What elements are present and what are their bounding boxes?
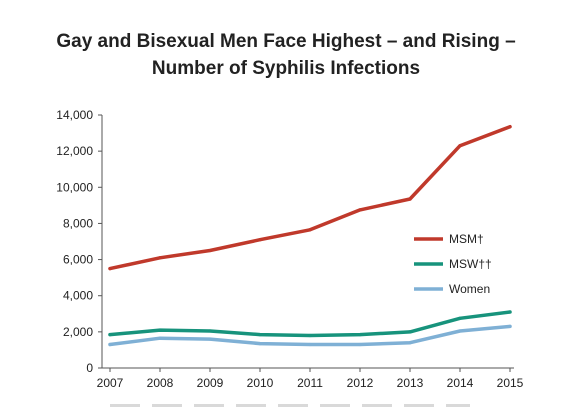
data-point: [208, 329, 212, 333]
data-point: [208, 248, 212, 253]
data-point: [458, 329, 462, 333]
x-tick-label: 2013: [397, 376, 424, 390]
data-point: [458, 316, 462, 320]
data-point: [108, 332, 112, 337]
x-tick-label: 2011: [297, 376, 323, 390]
data-point: [158, 256, 162, 260]
data-point: [408, 330, 412, 334]
legend-label-1: MSW††: [449, 257, 492, 271]
chart-title: Gay and Bisexual Men Face Highest – and …: [0, 28, 572, 82]
data-point: [308, 228, 312, 232]
data-point: [508, 125, 512, 129]
y-tick-label: 14,000: [56, 108, 93, 122]
legend-label-0: MSM†: [449, 232, 484, 246]
data-point: [358, 208, 362, 212]
y-tick-label: 8,000: [63, 216, 93, 230]
series-line-0: [108, 124, 512, 271]
data-point: [408, 197, 412, 201]
data-point: [258, 332, 262, 337]
data-point: [108, 342, 112, 347]
y-tick-label: 4,000: [63, 289, 93, 303]
axes: 0 2,000 4,000 6,000 8,000 10,000 12,000 14,000 2…: [56, 108, 523, 390]
x-tick-label: 2009: [197, 376, 224, 390]
x-tick-label: 2015: [497, 376, 524, 390]
y-tick-label: 0: [86, 361, 93, 375]
data-point: [208, 337, 212, 341]
data-point: [358, 332, 362, 337]
data-point: [408, 341, 412, 345]
y-tick-label: 2,000: [63, 325, 93, 339]
y-tick-label: 12,000: [56, 144, 93, 158]
series-lines: [108, 124, 512, 347]
x-tick-label: 2014: [447, 376, 474, 390]
data-point: [158, 336, 162, 340]
x-tick-label: 2008: [147, 376, 174, 390]
chart-title-line-2: Number of Syphilis Infections: [151, 58, 421, 79]
data-point: [158, 328, 162, 332]
legend-label-2: Women: [449, 282, 490, 296]
data-point: [308, 342, 312, 347]
x-tick-label: 2010: [247, 376, 274, 390]
data-point: [258, 342, 262, 346]
data-point: [108, 267, 112, 271]
chart-title-line-1: Gay and Bisexual Men Face Highest – and …: [56, 31, 516, 52]
x-tick-label: 2012: [347, 376, 374, 390]
data-point: [258, 238, 262, 242]
data-point: [508, 324, 512, 329]
decorative-strip: [110, 404, 470, 407]
legend: MSM† MSW†† Women: [414, 232, 492, 296]
data-point: [308, 333, 312, 338]
data-point: [458, 144, 462, 148]
y-tick-label: 10,000: [56, 180, 93, 194]
x-tick-label: 2007: [97, 376, 124, 390]
y-tick-label: 6,000: [63, 253, 93, 267]
data-point: [358, 342, 362, 347]
data-point: [508, 310, 512, 314]
